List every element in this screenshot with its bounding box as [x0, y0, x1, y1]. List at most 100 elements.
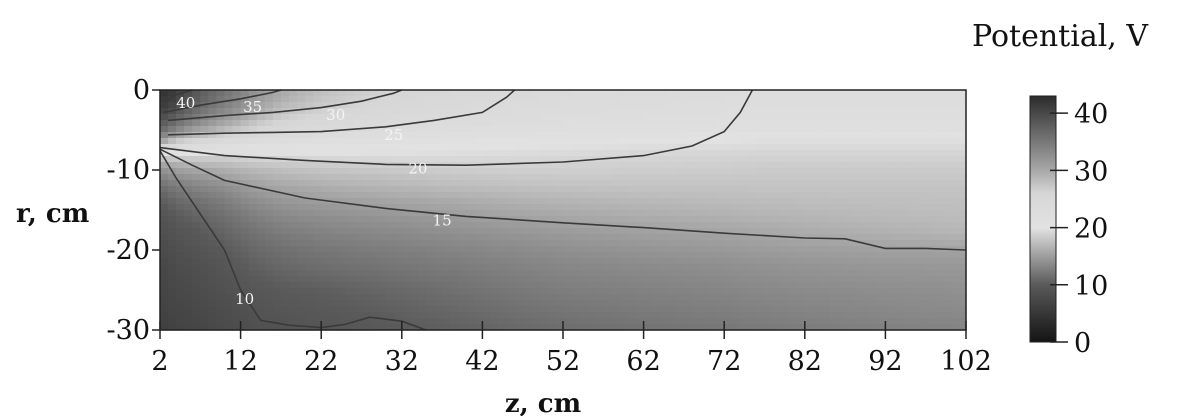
field-cell [820, 240, 830, 247]
field-cell [208, 192, 218, 199]
field-cell [724, 270, 733, 277]
field-cell [466, 114, 475, 121]
field-cell [329, 126, 338, 133]
field-cell [337, 204, 346, 211]
field-cell [248, 204, 258, 211]
field-cell [885, 132, 895, 139]
field-cell [837, 288, 846, 295]
field-cell [732, 228, 741, 235]
field-cell [659, 210, 669, 217]
field-cell [941, 120, 951, 127]
field-cell [176, 228, 185, 235]
field-cell [619, 282, 629, 289]
field-cell [772, 324, 782, 331]
field-cell [603, 204, 612, 211]
field-cell [885, 324, 895, 331]
field-cell [425, 288, 435, 295]
field-cell [490, 210, 500, 217]
field-cell [893, 156, 903, 163]
field-cell [716, 234, 725, 241]
field-cell [522, 318, 532, 325]
field-cell [393, 204, 403, 211]
field-cell [659, 252, 669, 259]
field-cell [683, 240, 693, 247]
field-cell [756, 324, 766, 331]
field-cell [434, 198, 443, 205]
field-cell [280, 294, 290, 301]
field-cell [264, 324, 274, 331]
field-cell [184, 150, 193, 157]
field-cell [498, 258, 508, 265]
field-cell [192, 132, 201, 139]
field-cell [240, 186, 250, 193]
field-cell [264, 180, 274, 187]
field-cell [240, 318, 250, 325]
field-cell [796, 186, 806, 193]
field-cell [925, 174, 935, 181]
field-cell [554, 294, 564, 301]
field-cell [345, 210, 355, 217]
field-cell [635, 150, 645, 157]
field-cell [353, 216, 363, 223]
field-cell [417, 270, 427, 277]
field-cell [466, 102, 475, 109]
field-cell [474, 180, 483, 187]
field-cell [417, 126, 427, 133]
field-cell [764, 156, 774, 163]
field-cell [329, 186, 338, 193]
field-cell [425, 120, 435, 127]
field-cell [425, 252, 435, 259]
field-cell [498, 294, 508, 301]
field-cell [587, 324, 596, 331]
field-cell [611, 96, 621, 103]
field-cell [192, 150, 201, 157]
field-cell [498, 306, 508, 313]
field-cell [788, 204, 798, 211]
field-cell [232, 210, 242, 217]
field-cell [514, 144, 524, 151]
field-cell [280, 282, 290, 289]
field-cell [571, 312, 580, 319]
field-cell [442, 150, 451, 157]
field-cell [434, 276, 443, 283]
field-cell [490, 252, 500, 259]
field-cell [313, 114, 322, 121]
field-cell [409, 186, 419, 193]
field-cell [256, 210, 266, 217]
field-cell [901, 306, 911, 313]
field-cell [192, 270, 201, 277]
field-cell [377, 162, 387, 169]
field-cell [450, 180, 459, 187]
field-cell [506, 276, 516, 283]
field-cell [611, 318, 621, 325]
field-cell [587, 204, 596, 211]
field-cell [450, 126, 459, 133]
field-cell [925, 318, 935, 325]
field-cell [909, 306, 919, 313]
field-cell [885, 156, 895, 163]
field-cell [837, 192, 846, 199]
field-cell [812, 120, 822, 127]
field-cell [248, 210, 258, 217]
field-cell [925, 120, 935, 127]
field-cell [264, 198, 274, 205]
field-cell [458, 144, 467, 151]
field-cell [716, 306, 725, 313]
field-cell [474, 312, 483, 319]
field-cell [337, 180, 346, 187]
field-cell [563, 210, 572, 217]
field-cell [925, 102, 935, 109]
field-cell [659, 114, 669, 121]
field-cell [949, 114, 959, 121]
field-cell [240, 132, 250, 139]
field-cell [168, 216, 177, 223]
field-cell [466, 156, 475, 163]
field-cell [409, 126, 419, 133]
field-cell [845, 180, 854, 187]
field-cell [329, 138, 338, 145]
field-cell [506, 228, 516, 235]
field-cell [506, 252, 516, 259]
field-cell [313, 204, 322, 211]
field-cell [385, 192, 395, 199]
field-cell [659, 258, 669, 265]
